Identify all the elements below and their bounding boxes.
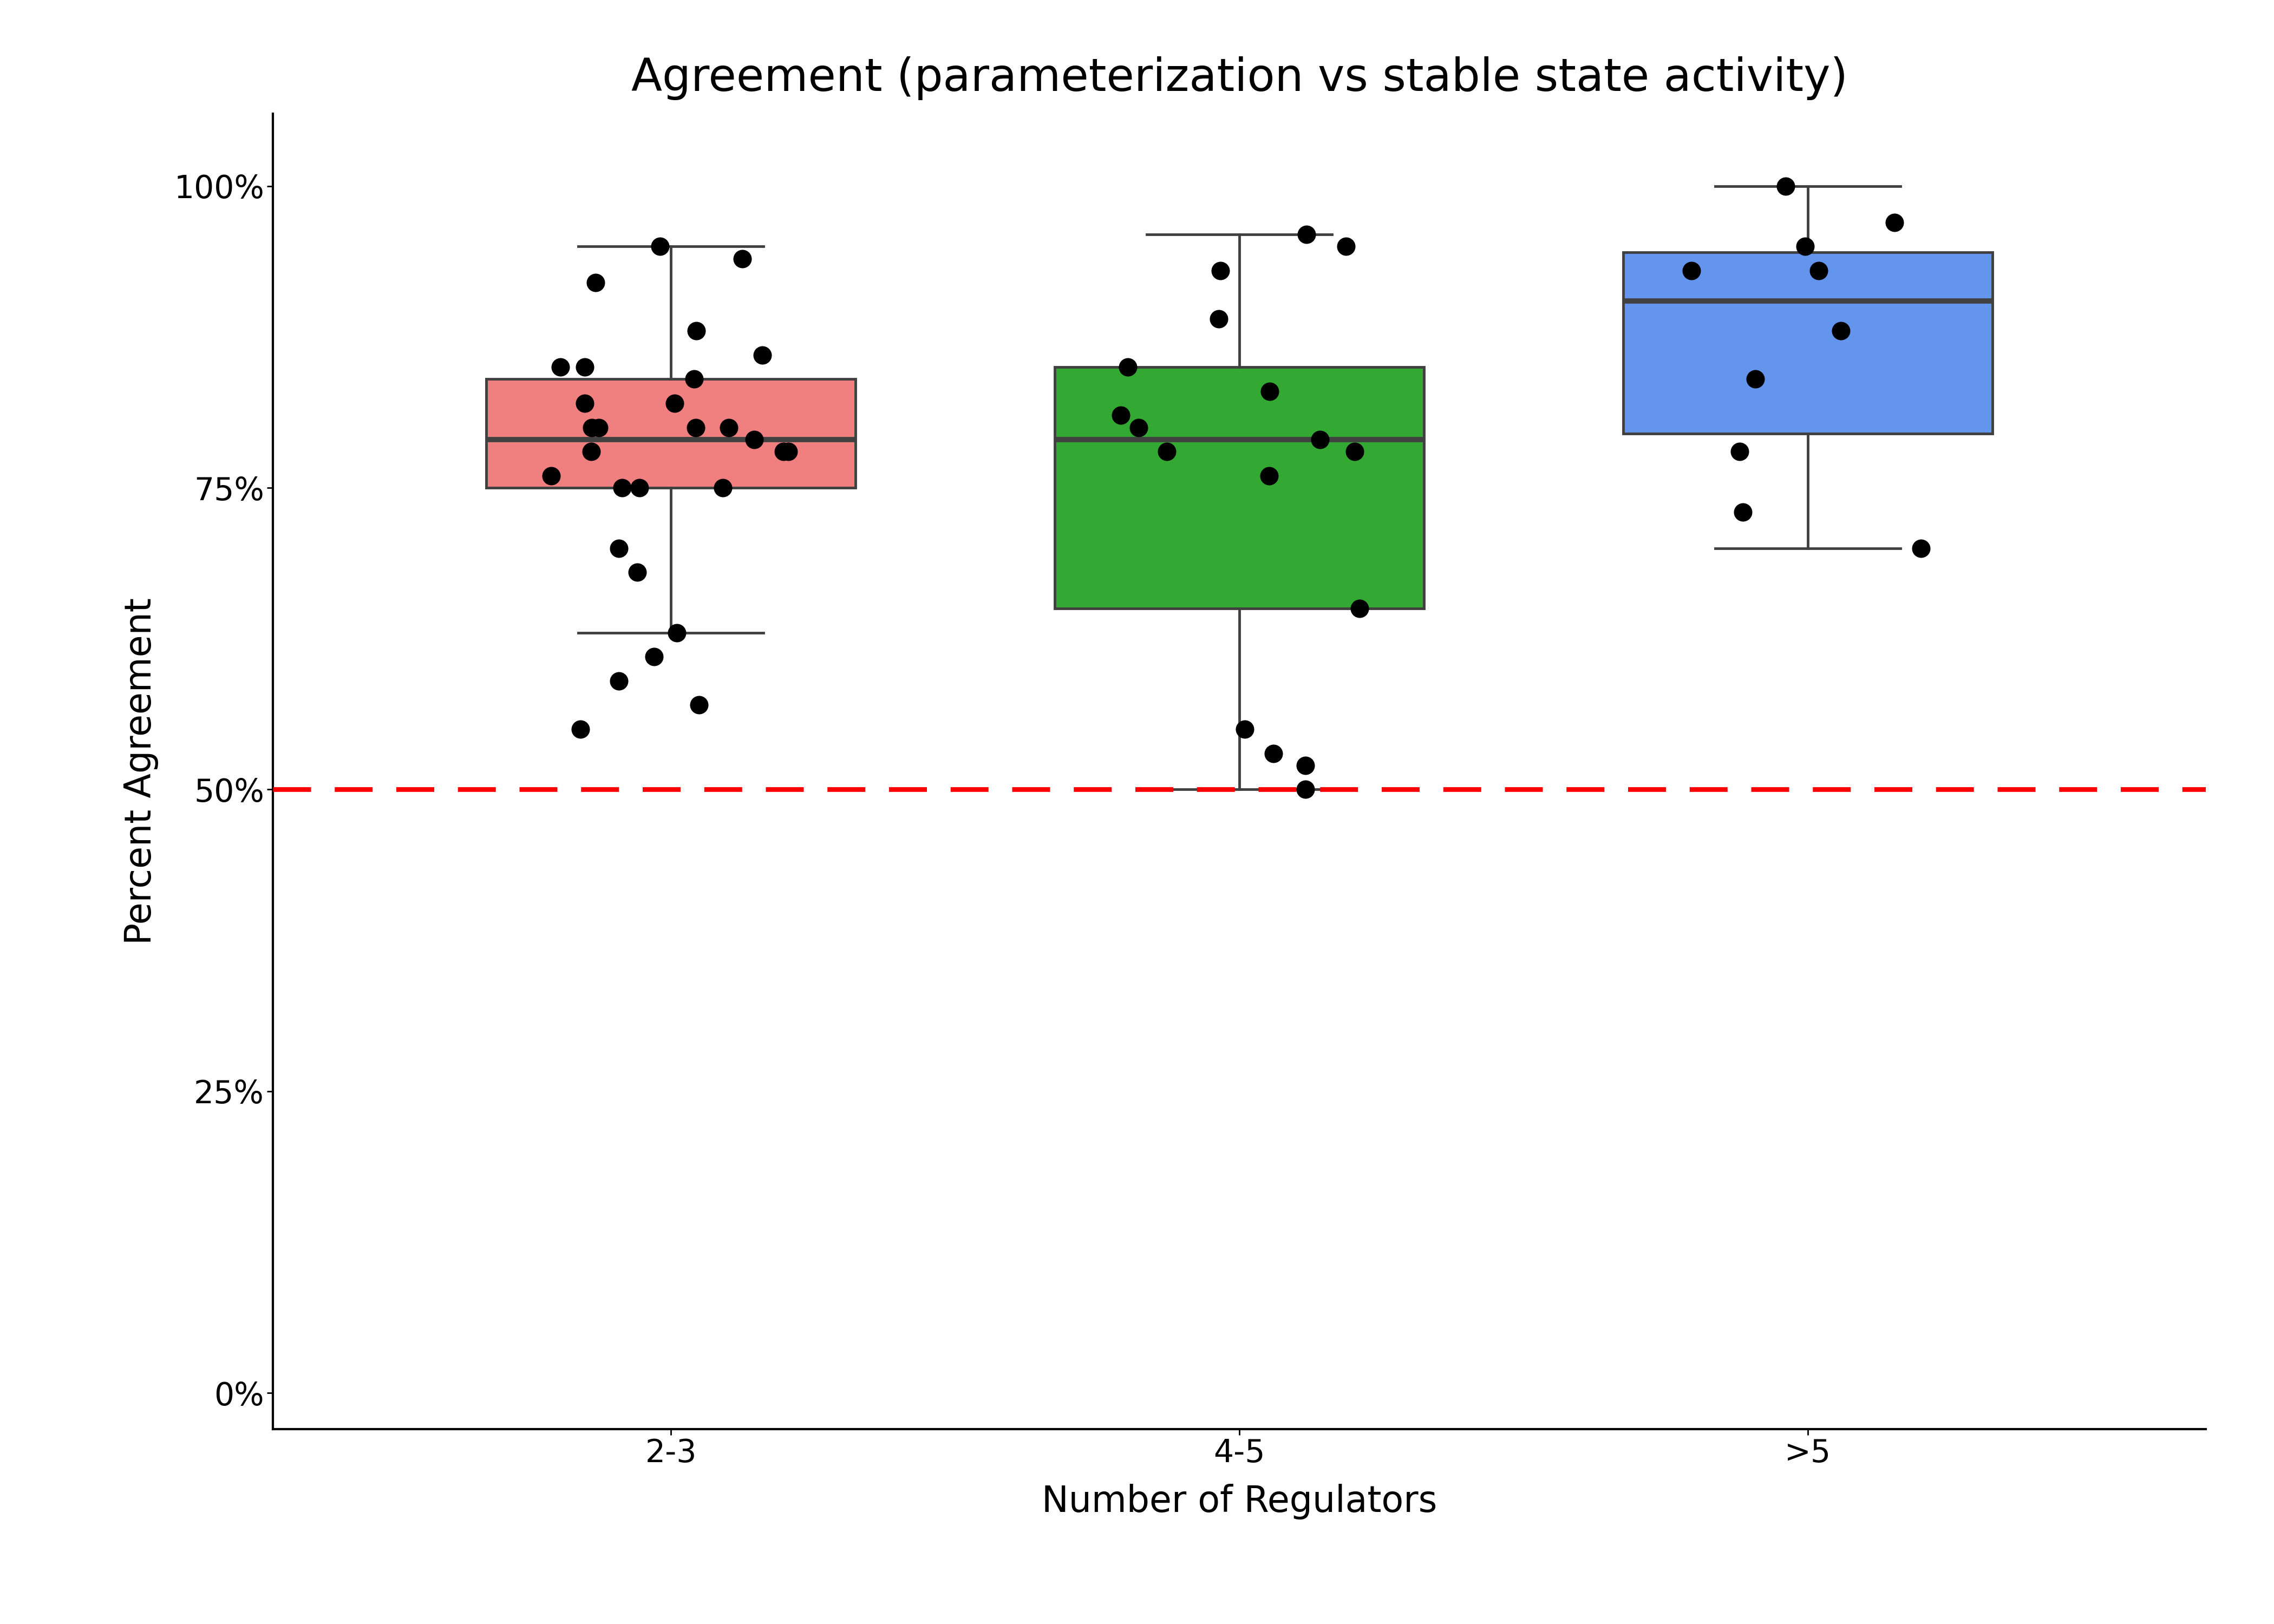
Point	[1721, 438, 1758, 464]
Point	[678, 414, 714, 440]
Point	[1328, 234, 1364, 260]
Point	[600, 667, 637, 693]
Point	[771, 438, 807, 464]
Point	[1787, 234, 1824, 260]
Point	[1203, 258, 1239, 284]
Point	[1201, 305, 1237, 331]
Point	[1767, 174, 1803, 200]
Title: Agreement (parameterization vs stable state activity): Agreement (parameterization vs stable st…	[632, 57, 1846, 101]
Point	[541, 354, 578, 380]
Point	[1287, 776, 1323, 802]
Point	[532, 463, 568, 489]
Point	[562, 716, 598, 742]
PathPatch shape	[487, 378, 855, 487]
Point	[723, 245, 760, 271]
Point	[1903, 536, 1940, 562]
Point	[1801, 258, 1837, 284]
PathPatch shape	[1624, 252, 1992, 434]
Point	[566, 354, 603, 380]
Point	[675, 365, 712, 391]
Point	[1226, 716, 1262, 742]
Point	[600, 536, 637, 562]
PathPatch shape	[1055, 367, 1424, 609]
Point	[766, 438, 803, 464]
Point	[1289, 221, 1326, 247]
Point	[573, 438, 609, 464]
Point	[1287, 752, 1323, 778]
Point	[619, 559, 655, 585]
Point	[641, 234, 678, 260]
Point	[1737, 365, 1774, 391]
Point	[657, 390, 694, 416]
Point	[1251, 463, 1287, 489]
Point	[566, 390, 603, 416]
Point	[712, 414, 748, 440]
Y-axis label: Percent Agreement: Percent Agreement	[123, 598, 159, 945]
Point	[1103, 403, 1139, 429]
Point	[580, 414, 616, 440]
Point	[637, 643, 673, 669]
Point	[659, 620, 696, 646]
Point	[1255, 741, 1292, 767]
Point	[1724, 499, 1760, 525]
Point	[1337, 438, 1373, 464]
Point	[578, 270, 614, 296]
Point	[1121, 414, 1157, 440]
Point	[603, 474, 639, 500]
Point	[678, 318, 714, 344]
Point	[1148, 438, 1185, 464]
Point	[737, 427, 773, 453]
Point	[1876, 209, 1912, 235]
Point	[1251, 378, 1287, 404]
X-axis label: Number of Regulators: Number of Regulators	[1041, 1484, 1437, 1520]
Point	[1303, 427, 1339, 453]
Point	[573, 414, 609, 440]
Point	[621, 474, 657, 500]
Point	[744, 343, 780, 369]
Point	[1674, 258, 1710, 284]
Point	[1110, 354, 1146, 380]
Point	[705, 474, 741, 500]
Point	[680, 692, 716, 718]
Point	[1821, 318, 1858, 344]
Point	[1342, 596, 1378, 622]
